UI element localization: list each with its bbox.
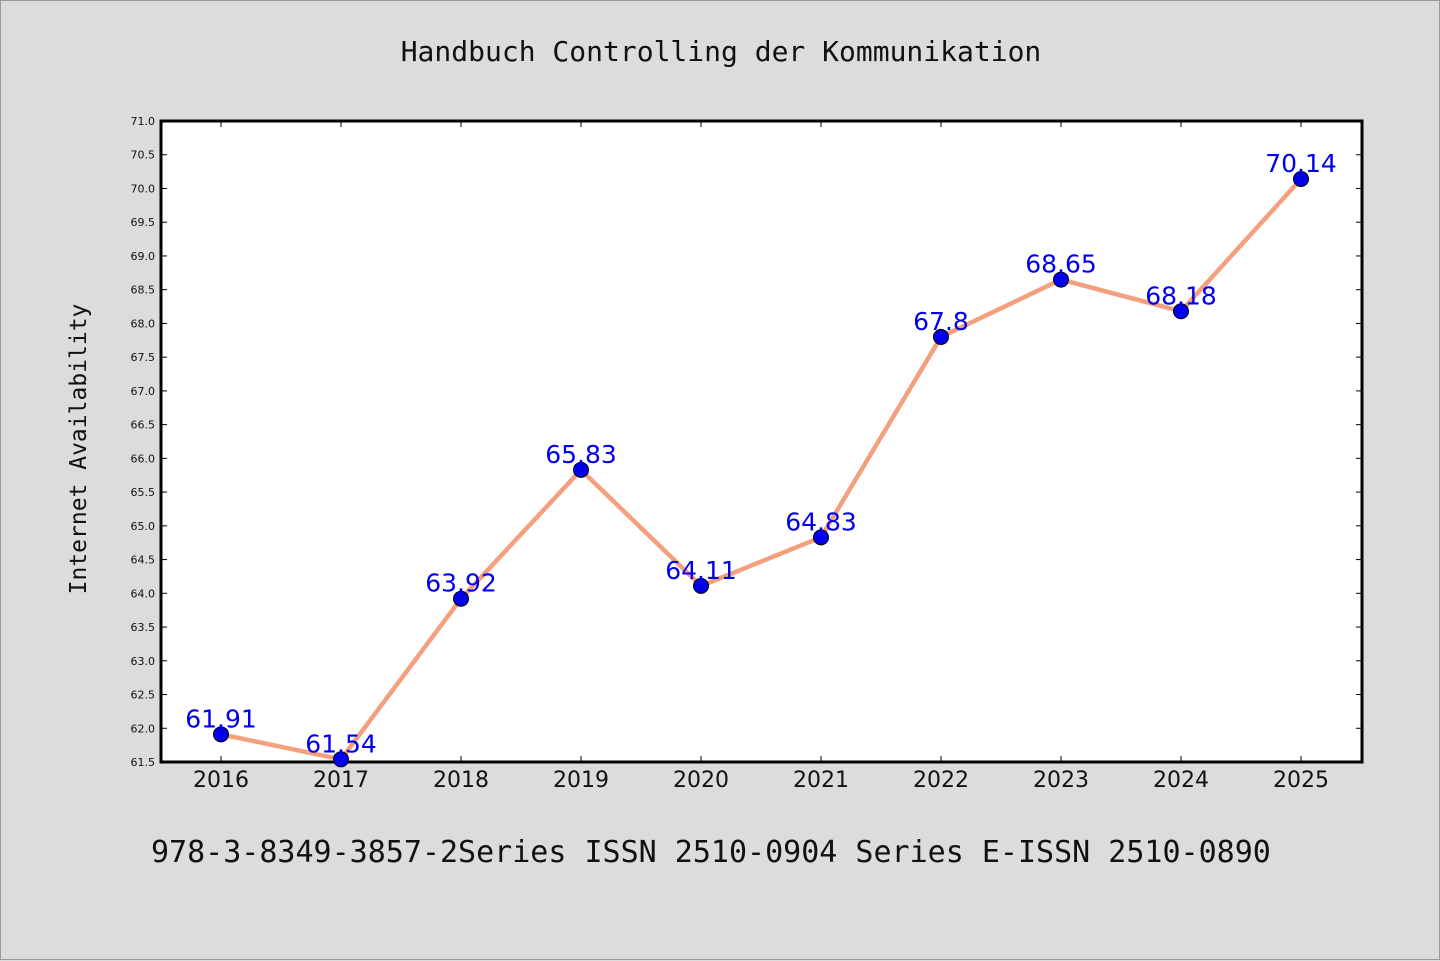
data-point	[813, 529, 829, 546]
footer-isbn-text: 978-3-8349-3857-2Series ISSN 2510-0904 S…	[151, 835, 1271, 870]
x-tick-label: 2021	[793, 768, 849, 793]
y-tick-label: 67.0	[131, 385, 156, 398]
y-tick-label: 65.0	[131, 520, 156, 533]
y-tick-label: 68.0	[131, 317, 156, 330]
y-tick-label: 66.5	[131, 419, 156, 432]
x-axis: 2016 2017 2018 2019 2020 2021 2022 2023 2024 2025	[193, 121, 1329, 793]
x-tick-label: 2019	[553, 768, 609, 793]
x-tick-label: 2023	[1033, 768, 1089, 793]
data-labels: 61.91 61.54 63.92 65.83 64.11 64.83 67.8 68.65 6…	[185, 149, 1337, 758]
y-tick-label: 68.5	[131, 284, 156, 297]
data-markers	[213, 171, 1309, 768]
data-label: 68.65	[1025, 250, 1097, 279]
y-tick-label: 63.0	[131, 655, 156, 668]
data-label: 63.92	[425, 569, 497, 598]
y-tick-label: 66.0	[131, 452, 156, 465]
x-tick-label: 2017	[313, 768, 369, 793]
y-tick-label: 67.5	[131, 351, 156, 364]
data-label: 64.83	[785, 507, 857, 536]
y-axis: 61.5 62.0 62.5 63.0 63.5 64.0 64.5 65.0 65.5 66.0…	[131, 115, 1362, 769]
data-point	[1173, 303, 1189, 320]
data-label: 68.18	[1145, 281, 1217, 310]
y-tick-label: 62.0	[131, 722, 156, 735]
y-tick-label: 65.5	[131, 486, 156, 499]
data-point	[933, 328, 949, 345]
chart-title: Handbuch Controlling der Kommunikation	[400, 35, 1042, 68]
x-tick-label: 2016	[193, 768, 249, 793]
series-line	[218, 176, 1304, 762]
data-label: 70.14	[1265, 149, 1337, 178]
y-axis-label: Internet Availability	[66, 304, 92, 595]
x-tick-label: 2024	[1153, 768, 1209, 793]
data-label: 67.8	[913, 307, 969, 336]
y-tick-label: 70.0	[131, 182, 156, 195]
y-tick-label: 62.5	[131, 689, 156, 702]
data-point	[1053, 271, 1069, 288]
data-point	[1293, 171, 1309, 188]
y-tick-label: 63.5	[131, 621, 156, 634]
y-tick-label: 69.0	[131, 250, 156, 263]
y-tick-label: 61.5	[131, 756, 156, 769]
data-point	[573, 461, 589, 478]
data-point	[453, 590, 469, 607]
data-label: 61.91	[185, 704, 257, 733]
data-point	[333, 751, 349, 768]
data-label: 61.54	[305, 729, 377, 758]
y-tick-label: 70.5	[131, 149, 156, 162]
data-label: 64.11	[665, 556, 737, 585]
x-tick-label: 2018	[433, 768, 489, 793]
x-tick-label: 2025	[1273, 768, 1329, 793]
y-tick-label: 71.0	[131, 115, 156, 128]
data-point	[693, 577, 709, 594]
plot-area	[159, 119, 1364, 764]
x-tick-label: 2020	[673, 768, 729, 793]
data-label: 65.83	[545, 440, 617, 469]
data-point	[213, 726, 229, 743]
x-tick-label: 2022	[913, 768, 969, 793]
y-tick-label: 64.5	[131, 554, 156, 567]
y-tick-label: 64.0	[131, 587, 156, 600]
y-tick-label: 69.5	[131, 216, 156, 229]
